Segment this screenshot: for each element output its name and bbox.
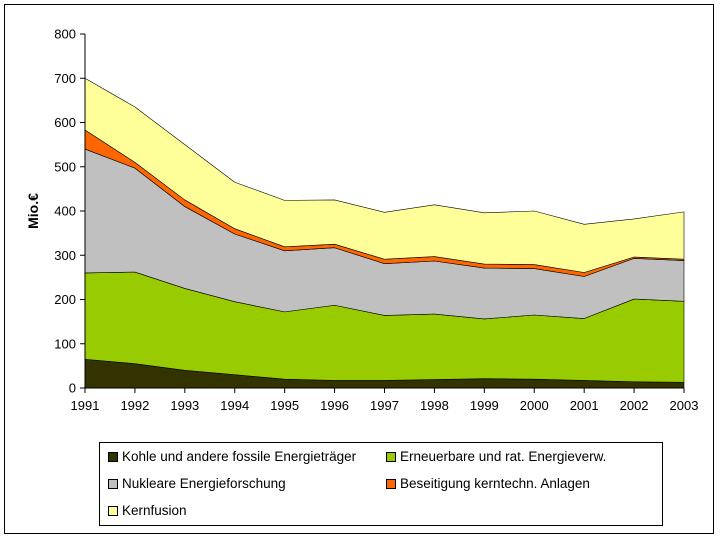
legend-label-beseitigung: Beseitigung kerntechn. Anlagen — [400, 476, 590, 491]
x-tick-label: 1993 — [170, 398, 199, 413]
x-tick-label: 1997 — [370, 398, 399, 413]
x-tick-label: 2000 — [520, 398, 549, 413]
x-tick-label: 2001 — [570, 398, 599, 413]
legend-swatch-nukleare — [108, 478, 118, 489]
legend: Kohle und andere fossile Energieträger E… — [99, 442, 663, 526]
legend-swatch-beseitigung — [386, 478, 396, 489]
legend-label-kohle: Kohle und andere fossile Energieträger — [122, 449, 357, 464]
y-tick-label: 200 — [54, 292, 76, 307]
legend-item-beseitigung: Beseitigung kerntechn. Anlagen — [386, 476, 590, 491]
x-tick-label: 1992 — [120, 398, 149, 413]
area-series-4 — [84, 77, 685, 273]
x-tick-label: 1994 — [220, 398, 249, 413]
legend-swatch-kohle — [108, 451, 118, 462]
x-tick-label: 1996 — [320, 398, 349, 413]
legend-item-kohle: Kohle und andere fossile Energieträger — [108, 449, 356, 464]
y-tick-label: 700 — [54, 71, 76, 86]
y-tick-label: 600 — [54, 115, 76, 130]
y-tick-label: 800 — [54, 27, 76, 42]
x-tick-label: 1995 — [270, 398, 299, 413]
legend-label-erneuerbare: Erneuerbare und rat. Energieverw. — [400, 449, 607, 464]
legend-item-nukleare: Nukleare Energieforschung — [108, 476, 286, 491]
y-tick-label: 400 — [54, 204, 76, 219]
x-tick-label: 1999 — [470, 398, 499, 413]
y-tick-label: 300 — [54, 248, 76, 263]
x-tick-label: 1998 — [420, 398, 449, 413]
legend-swatch-erneuerbare — [386, 451, 396, 462]
x-tick-label: 1991 — [71, 398, 100, 413]
legend-item-erneuerbare: Erneuerbare und rat. Energieverw. — [386, 449, 606, 464]
y-tick-label: 500 — [54, 159, 76, 174]
y-axis-label: Mio.€ — [25, 193, 41, 229]
x-tick-label: 2003 — [670, 398, 699, 413]
legend-item-kernfusion: Kernfusion — [108, 503, 187, 518]
x-tick-label: 2002 — [620, 398, 649, 413]
y-tick-label: 100 — [54, 336, 76, 351]
legend-label-nukleare: Nukleare Energieforschung — [122, 476, 286, 491]
y-tick-label: 0 — [69, 381, 76, 396]
legend-label-kernfusion: Kernfusion — [122, 503, 187, 518]
areas-layer — [84, 77, 685, 389]
axes-layer: 0 100 200 300 400 500 600 700 800 1991 1992 1993 199… — [54, 27, 698, 414]
legend-swatch-kernfusion — [108, 505, 118, 516]
